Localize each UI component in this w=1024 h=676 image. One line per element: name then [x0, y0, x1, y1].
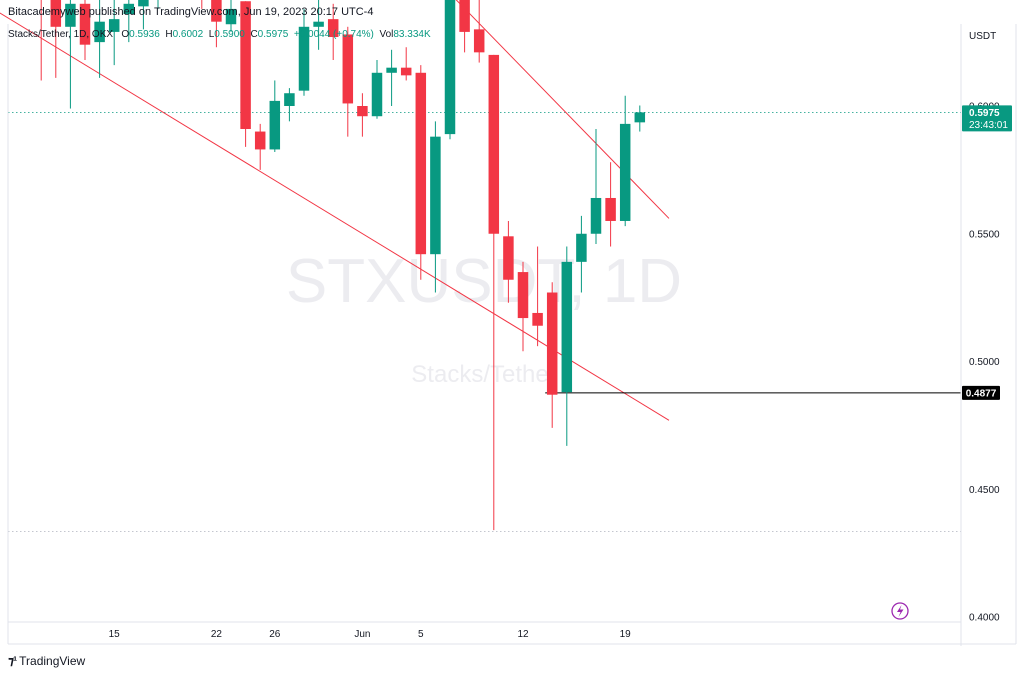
lightning-icon[interactable] [891, 602, 909, 620]
x-tick-label: 26 [269, 629, 281, 640]
candle-body-up [444, 0, 456, 135]
current-price-label: 0.5975 [969, 108, 1000, 119]
candle-body-up [225, 8, 237, 25]
candle-body-up [123, 3, 135, 15]
candle-body-down [503, 236, 514, 280]
candle-body-down [532, 312, 543, 326]
candles-layer [40, 0, 646, 531]
candle-body-up [108, 19, 120, 32]
watermark-symbol: STXUSDT, 1D [286, 247, 682, 316]
publisher-line: Bitacademyweb published on TradingView.c… [8, 6, 374, 18]
candle-body-down [79, 3, 91, 45]
drawing-layer [0, 0, 961, 421]
candle-body-up [430, 136, 441, 255]
candle-body-up [590, 197, 602, 234]
candle-body-up [561, 261, 573, 393]
trendline [455, 0, 670, 219]
change-value: +0.0044 (+0.74%) [293, 29, 374, 40]
candle-body-down [357, 106, 368, 117]
candle-body-down [473, 29, 485, 53]
tradingview-logo-icon: ⁊¹ [8, 654, 17, 668]
x-tick-label: Jun [354, 629, 370, 640]
x-tick-label: 15 [109, 629, 121, 640]
y-tick-label: 0.4000 [969, 613, 1000, 624]
low-value: 0.5900 [214, 29, 245, 40]
candle-body-up [619, 123, 631, 221]
candle-body-up [94, 21, 105, 43]
candle-body-down [517, 272, 529, 319]
countdown-label: 23:43:01 [969, 120, 1008, 131]
currency-label[interactable]: USDT [969, 31, 997, 42]
candle-body-down [211, 0, 222, 22]
candle-body-up [371, 72, 383, 117]
candle-body-up [284, 93, 295, 106]
candle-body-down [459, 0, 470, 32]
candle-body-down [240, 1, 251, 129]
open-value: 0.5936 [129, 29, 160, 40]
x-tick-label: 19 [620, 629, 632, 640]
close-label: C [250, 29, 258, 40]
y-tick-label: 0.4500 [969, 485, 1000, 496]
current-price-label-bg [962, 105, 1012, 132]
x-tick-label: 12 [517, 629, 529, 640]
candle-body-down [488, 54, 500, 234]
candle-body-down [546, 292, 558, 395]
candle-body-down [327, 19, 339, 38]
candle-body-up [65, 3, 76, 27]
candle-body-up [269, 100, 281, 150]
x-tick-label: 22 [211, 629, 223, 640]
candle-body-up [138, 0, 149, 7]
grid-layer [8, 111, 961, 532]
symbol-legend: Stacks/Tether, 1D, OKX O0.5936 H0.6002 L… [8, 29, 431, 40]
axes-layer: 0.85000.80000.75000.70000.65000.60000.55… [7, 24, 1017, 646]
tradingview-logo[interactable]: ⁊¹ TradingView [8, 654, 85, 668]
close-value: 0.5975 [257, 29, 289, 40]
y-tick-label: 0.5500 [969, 229, 1000, 240]
y-tick-label: 0.5000 [969, 357, 1000, 368]
candle-body-down [254, 131, 266, 150]
volume-value: 83.334K [393, 29, 431, 40]
candle-body-up [386, 67, 397, 73]
level-price-label-bg [962, 385, 1000, 400]
candle-body-up [298, 26, 310, 91]
volume-label: Vol [379, 29, 394, 40]
candle-body-up [576, 233, 587, 262]
candle-body-up [634, 112, 646, 123]
candle-body-down [605, 197, 616, 221]
high-value: 0.6002 [172, 29, 204, 40]
x-tick-label: 5 [418, 629, 424, 640]
brand-name: TradingView [19, 654, 86, 668]
candle-body-up [313, 21, 324, 27]
symbol-name[interactable]: Stacks/Tether, 1D, OKX [8, 29, 114, 40]
high-label: H [165, 29, 173, 40]
candle-body-down [400, 67, 412, 76]
candle-body-down [50, 0, 62, 27]
candle-body-down [342, 34, 354, 104]
open-label: O [121, 29, 130, 40]
low-label: L [208, 29, 215, 40]
candle-body-down [415, 72, 427, 255]
watermark-subtitle: Stacks/Tether [411, 361, 556, 388]
level-price-label: 0.4877 [966, 388, 997, 399]
